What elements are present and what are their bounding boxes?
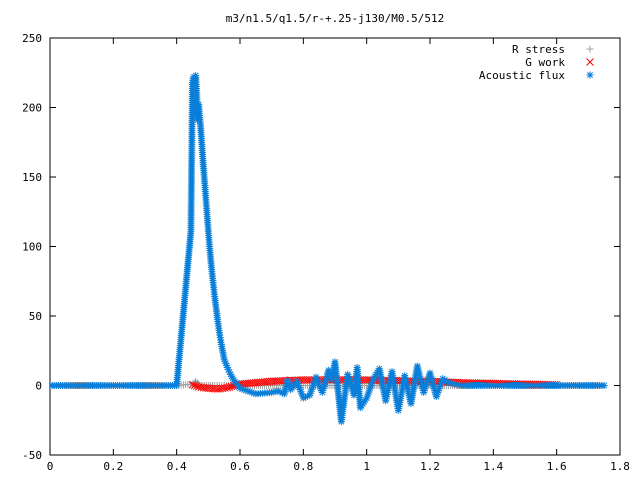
data-point-fill <box>218 384 227 393</box>
series-layer <box>50 72 608 426</box>
x-tick-label: 1.4 <box>483 460 503 473</box>
x-tick-label: 0.4 <box>167 460 187 473</box>
data-point-fill <box>209 384 217 393</box>
y-tick-label: 250 <box>22 32 42 45</box>
data-point-fill <box>76 382 84 389</box>
series-2 <box>50 72 608 426</box>
data-point-fill <box>215 326 223 334</box>
legend-label: Acoustic flux <box>479 69 565 82</box>
data-point-fill <box>265 389 273 397</box>
x-tick-label: 1 <box>363 460 370 473</box>
data-point-fill <box>598 382 606 389</box>
data-point-fill <box>199 383 208 392</box>
data-point-fill <box>220 353 228 361</box>
x-tick-label: 0.6 <box>230 460 250 473</box>
data-point-fill <box>221 384 229 392</box>
legend-label: G work <box>525 56 565 69</box>
data-point-fill <box>235 383 243 391</box>
y-tick-label: -50 <box>22 449 42 462</box>
chart-title: m3/n1.5/q1.5/r-+.25-j130/M0.5/512 <box>226 12 445 25</box>
x-tick-label: 0.2 <box>103 460 123 473</box>
data-point-fill <box>190 381 199 390</box>
data-point <box>188 380 197 389</box>
legend-label: R stress <box>512 43 565 56</box>
data-point-fill <box>227 382 236 391</box>
y-tick-label: 100 <box>22 241 42 254</box>
y-tick-label: 50 <box>29 310 42 323</box>
data-point-fill <box>218 345 226 353</box>
legend-marker <box>586 58 594 66</box>
data-point-fill <box>225 383 234 391</box>
plot-area <box>49 37 621 456</box>
data-point-fill <box>247 379 256 387</box>
x-tick-label: 1.6 <box>547 460 567 473</box>
data-point-fill <box>217 336 225 344</box>
y-tick-label: 0 <box>35 380 42 393</box>
data-point-fill <box>192 382 201 391</box>
y-tick-label: 200 <box>22 102 42 115</box>
axes: 0 0.2 0.4 0.6 0.8 1 1.2 1.4 1.6 1.8 -50 0 50 100 150 20… <box>22 32 630 473</box>
data-point-fill <box>214 315 222 323</box>
x-tick-label: 0 <box>47 460 54 473</box>
data-point-fill <box>263 377 271 386</box>
data-point-fill <box>229 374 237 382</box>
x-tick-label: 0.8 <box>293 460 313 473</box>
y-tick-label: 150 <box>22 171 42 184</box>
x-tick-label: 1.2 <box>420 460 440 473</box>
legend-marker <box>586 45 594 53</box>
data-point-fill <box>519 382 527 389</box>
legend-marker <box>586 71 594 79</box>
x-tick-label: 1.8 <box>610 460 630 473</box>
data-point-fill <box>551 382 559 389</box>
